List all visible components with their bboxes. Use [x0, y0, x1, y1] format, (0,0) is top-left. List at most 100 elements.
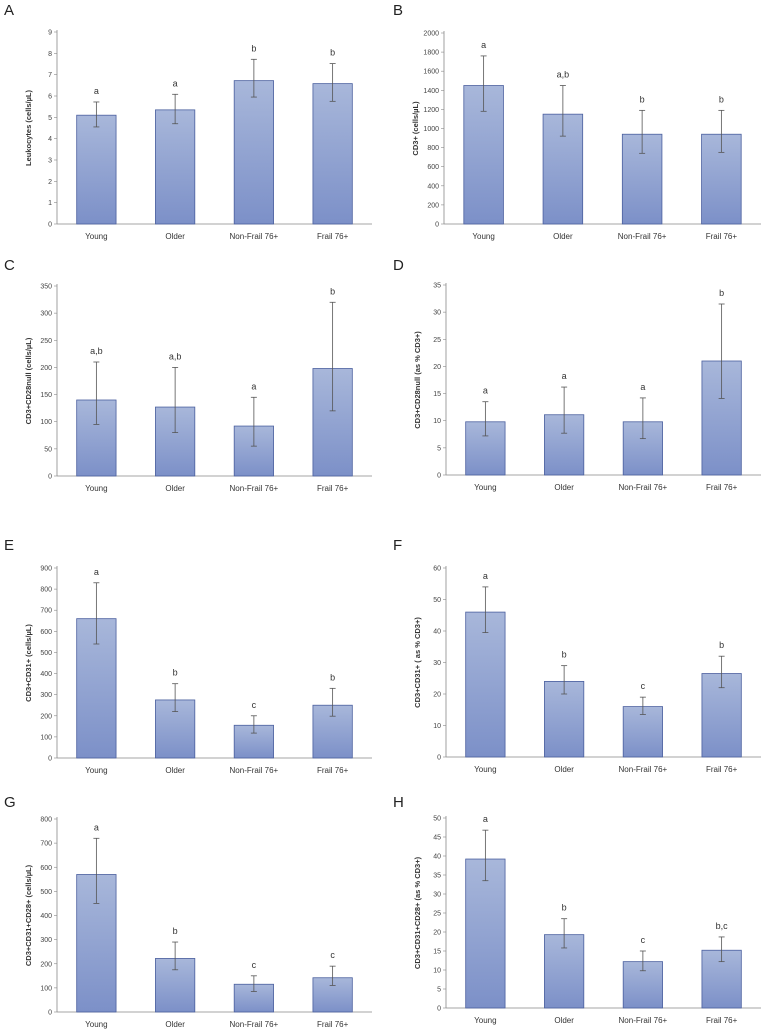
significance-label: b [330, 48, 335, 58]
category-label: Frail 76+ [317, 232, 349, 241]
y-tick-label: 200 [40, 713, 52, 720]
y-tick-label: 900 [40, 566, 52, 573]
y-tick-label: 4 [48, 136, 52, 143]
category-label: Frail 76+ [706, 765, 738, 774]
chart-e-svg: CD3+CD31+ (cells/µL) 0 100 200 300 400 500 600 7… [24, 566, 372, 775]
category-label: Young [85, 484, 107, 493]
category-label: Non-Frail 76+ [230, 1020, 279, 1029]
y-tick-label: 0 [48, 222, 52, 229]
significance-label: b [330, 286, 335, 296]
chart-b-svg: CD3+ (cells/µL) 0 200 400 600 800 1000 1200 1400… [411, 31, 761, 241]
category-label: Frail 76+ [317, 1020, 349, 1029]
y-tick-label: 0 [437, 473, 441, 480]
y-tick-label: 300 [40, 311, 52, 318]
y-tick-label: 0 [48, 474, 52, 481]
panel-d: D CD3+CD28null (as % CD3+) 0 5 10 15 20 25 30 35… [389, 255, 778, 505]
chart-g-svg: CD3+CD31+CD28+ (cells/µL) 0 100 200 300 400 50… [24, 817, 372, 1029]
y-tick-label: 2000 [423, 31, 439, 38]
y-tick-label: 40 [433, 629, 441, 636]
category-label: Frail 76+ [706, 232, 738, 241]
y-tick-label: 2 [48, 179, 52, 186]
category-label: Non-Frail 76+ [619, 483, 668, 492]
bar [312, 83, 353, 225]
significance-label: a [483, 814, 488, 824]
panel-e: E CD3+CD31+ (cells/µL) 0 100 200 300 400 500 60… [0, 535, 389, 780]
y-tick-label: 30 [433, 660, 441, 667]
panel-letter: B [393, 2, 404, 19]
y-tick-label: 10 [433, 723, 441, 730]
bar [76, 114, 117, 225]
bar [465, 858, 506, 1009]
y-tick-label: 25 [433, 911, 441, 918]
panel-letter: E [4, 537, 15, 554]
y-tick-label: 700 [40, 841, 52, 848]
y-tick-label: 20 [433, 692, 441, 699]
y-axis-title: CD3+CD28null (as % CD3+) [413, 331, 422, 429]
category-label: Older [165, 766, 185, 775]
panel-letter: C [4, 257, 15, 274]
y-axis-title: CD3+CD31+ ( as % CD3+) [413, 617, 422, 708]
y-tick-label: 7 [48, 72, 52, 79]
category-label: Frail 76+ [317, 766, 349, 775]
y-axis-title: CD3+CD31+ (cells/µL) [24, 624, 33, 702]
significance-label: a [640, 382, 645, 392]
category-label: Young [474, 1016, 496, 1025]
y-tick-label: 1600 [423, 69, 439, 76]
y-tick-label: 3 [48, 158, 52, 165]
y-tick-label: 800 [40, 587, 52, 594]
y-tick-label: 1 [48, 200, 52, 207]
significance-label: a [483, 386, 488, 396]
panel-letter: F [393, 537, 403, 554]
panel-f: F CD3+CD31+ ( as % CD3+) 0 10 20 30 40 50 60 a Yo… [389, 535, 778, 780]
y-tick-label: 50 [433, 816, 441, 823]
y-tick-label: 60 [433, 566, 441, 573]
y-tick-label: 0 [48, 1010, 52, 1017]
y-tick-label: 5 [48, 115, 52, 122]
significance-label: c [252, 700, 257, 710]
y-tick-label: 10 [433, 418, 441, 425]
bar [233, 80, 274, 225]
bar [155, 109, 196, 225]
significance-label: c [252, 960, 257, 970]
y-tick-label: 0 [437, 755, 441, 762]
y-tick-label: 20 [433, 930, 441, 937]
y-tick-label: 300 [40, 937, 52, 944]
y-tick-label: 1800 [423, 50, 439, 57]
category-label: Non-Frail 76+ [619, 765, 668, 774]
y-tick-label: 20 [433, 364, 441, 371]
y-tick-label: 0 [48, 756, 52, 763]
panel-b: B CD3+ (cells/µL) 0 200 400 600 800 1000 1200 14… [389, 0, 778, 250]
y-tick-label: 250 [40, 338, 52, 345]
significance-label: c [641, 681, 646, 691]
significance-label: a [94, 86, 99, 96]
y-tick-label: 800 [40, 817, 52, 824]
significance-label: b [562, 903, 567, 913]
significance-label: a,b [169, 351, 182, 361]
y-tick-label: 1400 [423, 88, 439, 95]
significance-label: b [173, 668, 178, 678]
y-tick-label: 200 [40, 365, 52, 372]
y-tick-label: 600 [427, 164, 439, 171]
significance-label: a [173, 78, 178, 88]
category-label: Non-Frail 76+ [230, 766, 279, 775]
y-tick-label: 500 [40, 889, 52, 896]
panel-letter: D [393, 257, 404, 274]
y-tick-label: 5 [437, 445, 441, 452]
y-tick-label: 15 [433, 949, 441, 956]
significance-label: b,c [716, 921, 729, 931]
category-label: Frail 76+ [706, 483, 738, 492]
significance-label: b [640, 94, 645, 104]
y-tick-label: 35 [433, 283, 441, 290]
y-tick-label: 200 [40, 961, 52, 968]
chart-h-svg: CD3+CD31+CD28+ (as % CD3+) 0 5 10 15 20 25 30 35… [413, 814, 761, 1025]
y-tick-label: 5 [437, 987, 441, 994]
chart-c-svg: CD3+CD28null (cells/µL) 0 50 100 150 200 250 30… [24, 284, 372, 493]
y-tick-label: 50 [44, 446, 52, 453]
y-tick-label: 25 [433, 337, 441, 344]
chart-d-svg: CD3+CD28null (as % CD3+) 0 5 10 15 20 25 30 35 a Y… [413, 283, 761, 492]
category-label: Older [553, 232, 573, 241]
significance-label: b [719, 94, 724, 104]
y-axis-title: CD3+CD31+CD28+ (cells/µL) [24, 864, 33, 966]
panel-h: H CD3+CD31+CD28+ (as % CD3+) 0 5 10 15 20 25 30… [389, 792, 778, 1034]
